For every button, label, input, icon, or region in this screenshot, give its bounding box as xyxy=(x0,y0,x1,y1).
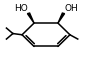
Text: OH: OH xyxy=(64,4,78,13)
Polygon shape xyxy=(27,13,34,23)
Text: HO: HO xyxy=(14,4,28,13)
Polygon shape xyxy=(58,13,65,23)
